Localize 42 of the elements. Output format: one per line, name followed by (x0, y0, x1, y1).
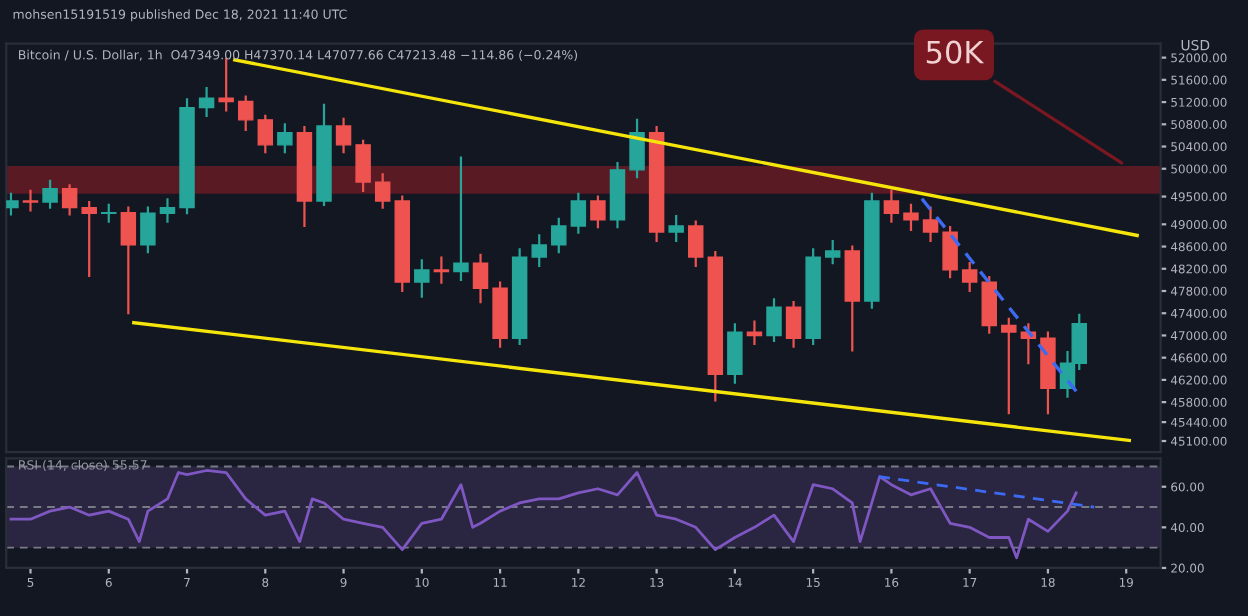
candlestick (981, 276, 997, 334)
candlestick (414, 259, 430, 298)
candlestick (785, 301, 802, 348)
candlestick (218, 57, 234, 112)
candlestick (6, 192, 19, 216)
annotation: 50K (926, 40, 985, 64)
candlestick (570, 192, 587, 234)
candlestick (22, 189, 39, 212)
candlestick (551, 217, 567, 254)
candlestick (824, 239, 841, 265)
candlestick (81, 200, 97, 278)
candlestick (257, 114, 274, 154)
candlestick (335, 117, 352, 154)
candlestick (922, 206, 939, 243)
candlestick (727, 323, 743, 384)
candlestick (277, 123, 293, 154)
candlestick (629, 118, 645, 179)
candlestick (590, 195, 606, 229)
candlestick (903, 203, 919, 231)
candlestick (433, 256, 450, 284)
candlestick (42, 179, 58, 209)
candlestick (61, 184, 78, 216)
candlestick (688, 220, 704, 268)
candlestick (668, 214, 684, 243)
candlestick (766, 298, 782, 343)
candlestick (883, 189, 900, 223)
candlestick (237, 95, 254, 131)
candlestick (531, 234, 547, 268)
candlestick (453, 156, 469, 281)
candlestick (942, 225, 958, 279)
candlestick (472, 253, 489, 304)
candlestick (746, 320, 763, 345)
candlestick (198, 87, 215, 118)
candlestick (120, 206, 137, 315)
candlestick (1001, 317, 1017, 415)
candlestick (355, 139, 371, 193)
line-series (9, 469, 1078, 560)
candlestick (159, 198, 176, 223)
candlestick (374, 173, 391, 209)
candlestick (101, 203, 117, 223)
candlestick (140, 206, 156, 254)
candlestick (961, 262, 978, 293)
